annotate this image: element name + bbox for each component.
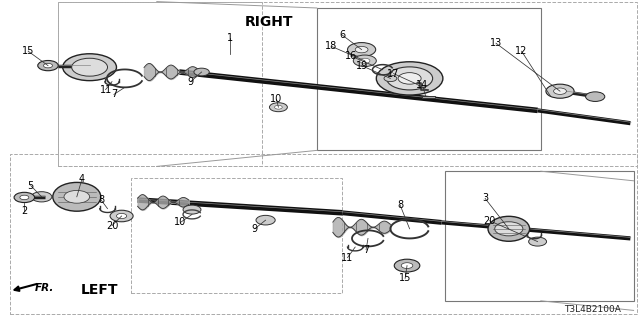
Circle shape xyxy=(31,192,52,202)
Ellipse shape xyxy=(52,182,101,211)
Text: 15: 15 xyxy=(22,46,35,56)
Circle shape xyxy=(110,210,133,222)
Circle shape xyxy=(495,222,523,236)
Text: FR.: FR. xyxy=(35,283,54,293)
Circle shape xyxy=(63,54,116,81)
Text: LEFT: LEFT xyxy=(81,283,118,297)
Polygon shape xyxy=(422,96,435,98)
Text: RIGHT: RIGHT xyxy=(244,15,293,29)
Text: 13: 13 xyxy=(490,38,502,48)
Text: 11: 11 xyxy=(341,252,354,263)
Circle shape xyxy=(355,46,368,53)
Text: 17: 17 xyxy=(387,68,400,79)
Circle shape xyxy=(116,213,127,219)
Text: 10: 10 xyxy=(270,94,283,104)
Text: 11: 11 xyxy=(99,84,112,95)
Circle shape xyxy=(348,43,376,57)
Circle shape xyxy=(183,205,201,214)
Text: 10: 10 xyxy=(174,217,187,228)
Circle shape xyxy=(14,192,35,203)
Text: 16: 16 xyxy=(344,51,357,61)
Text: 7: 7 xyxy=(111,89,117,100)
Circle shape xyxy=(529,237,547,246)
Text: 15: 15 xyxy=(399,273,412,284)
Text: 9: 9 xyxy=(188,76,194,87)
Text: 12: 12 xyxy=(515,46,528,56)
Text: 18: 18 xyxy=(325,41,338,52)
Circle shape xyxy=(546,84,574,98)
Ellipse shape xyxy=(488,216,530,241)
Text: T3L4B2100A: T3L4B2100A xyxy=(564,305,621,314)
Circle shape xyxy=(353,55,376,67)
Text: 4: 4 xyxy=(79,174,85,184)
Circle shape xyxy=(256,215,275,225)
Circle shape xyxy=(194,68,209,76)
Circle shape xyxy=(586,92,605,101)
Text: 9: 9 xyxy=(252,224,258,234)
Text: 7: 7 xyxy=(363,244,369,255)
Circle shape xyxy=(38,60,58,71)
Text: 14: 14 xyxy=(416,80,429,90)
Circle shape xyxy=(376,62,443,95)
Circle shape xyxy=(72,58,108,76)
Circle shape xyxy=(275,105,282,109)
Text: 3: 3 xyxy=(482,193,488,204)
Text: 6: 6 xyxy=(339,30,346,40)
Circle shape xyxy=(64,190,90,203)
Text: 8: 8 xyxy=(98,195,104,205)
Circle shape xyxy=(394,259,420,272)
Text: 20: 20 xyxy=(106,220,118,231)
Circle shape xyxy=(387,67,433,90)
Circle shape xyxy=(44,63,52,68)
Circle shape xyxy=(398,73,421,84)
Circle shape xyxy=(269,103,287,112)
Circle shape xyxy=(401,263,413,268)
Text: 5: 5 xyxy=(28,180,34,191)
Circle shape xyxy=(384,75,397,82)
Text: 19: 19 xyxy=(355,60,368,71)
Text: 8: 8 xyxy=(397,200,403,210)
Text: 20: 20 xyxy=(483,216,496,226)
Circle shape xyxy=(360,58,370,63)
Circle shape xyxy=(554,88,566,94)
Circle shape xyxy=(20,195,29,200)
Text: 1: 1 xyxy=(227,33,234,44)
Text: 2: 2 xyxy=(21,206,28,216)
